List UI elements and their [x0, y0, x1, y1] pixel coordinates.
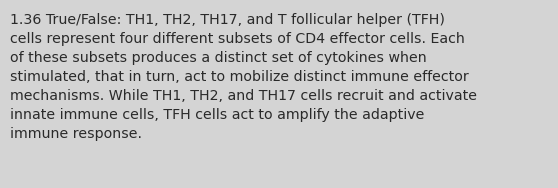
Text: 1.36 True/False: TH1, TH2, TH17, and T follicular helper (TFH)
cells represent f: 1.36 True/False: TH1, TH2, TH17, and T f…: [10, 13, 477, 141]
